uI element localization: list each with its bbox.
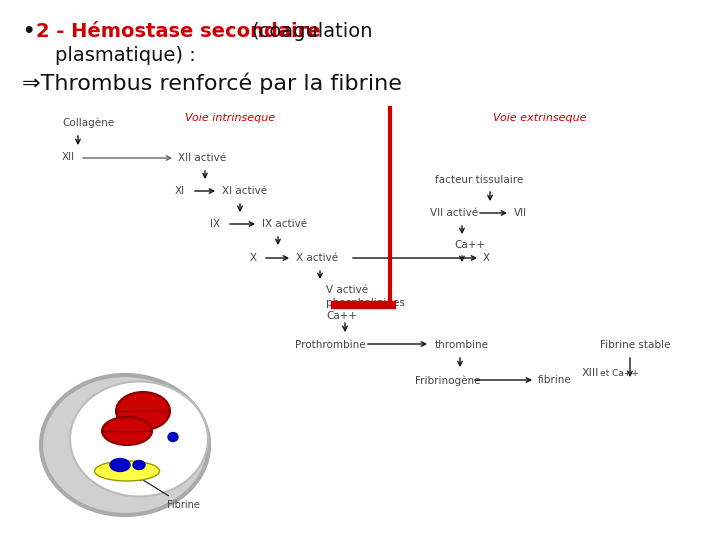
Text: XI activé: XI activé — [222, 186, 267, 196]
Text: et Ca++: et Ca++ — [600, 369, 639, 378]
Text: XIII: XIII — [582, 368, 599, 378]
Text: Voie intrinseque: Voie intrinseque — [185, 113, 275, 123]
Text: thrombine: thrombine — [435, 340, 489, 350]
Ellipse shape — [94, 461, 160, 481]
Text: •: • — [22, 22, 35, 41]
Ellipse shape — [168, 433, 178, 442]
Text: VII: VII — [514, 208, 527, 218]
Ellipse shape — [116, 392, 170, 430]
Ellipse shape — [110, 458, 130, 471]
Text: 2 - Hémostase secondaire: 2 - Hémostase secondaire — [36, 22, 320, 41]
Ellipse shape — [102, 417, 152, 445]
Text: Ca++: Ca++ — [454, 240, 485, 250]
Text: X: X — [483, 253, 490, 263]
Text: VII activé: VII activé — [430, 208, 478, 218]
Text: XII: XII — [62, 152, 75, 162]
Ellipse shape — [70, 381, 208, 496]
Ellipse shape — [41, 375, 209, 515]
Text: V activé
phospholipides
Ca++: V activé phospholipides Ca++ — [326, 285, 405, 321]
Text: facteur tissulaire: facteur tissulaire — [435, 175, 523, 185]
Text: IX: IX — [210, 219, 220, 229]
Text: (coagulation: (coagulation — [251, 22, 372, 41]
Text: X activé: X activé — [296, 253, 338, 263]
Text: Fibrine: Fibrine — [138, 477, 200, 510]
Text: Fibrine stable: Fibrine stable — [600, 340, 670, 350]
Text: IX activé: IX activé — [262, 219, 307, 229]
Text: plasmatique) :: plasmatique) : — [55, 46, 196, 65]
Text: Collagène: Collagène — [62, 118, 114, 129]
Text: ⇒Thrombus renforcé par la fibrine: ⇒Thrombus renforcé par la fibrine — [22, 72, 402, 93]
Text: XI: XI — [175, 186, 185, 196]
Text: Fribrinogène: Fribrinogène — [415, 375, 480, 386]
Text: Voie extrinseque: Voie extrinseque — [493, 113, 587, 123]
Text: XII activé: XII activé — [178, 153, 226, 163]
Text: X: X — [250, 253, 257, 263]
Ellipse shape — [133, 461, 145, 469]
Text: fibrine: fibrine — [538, 375, 572, 385]
Text: Prothrombine: Prothrombine — [295, 340, 366, 350]
